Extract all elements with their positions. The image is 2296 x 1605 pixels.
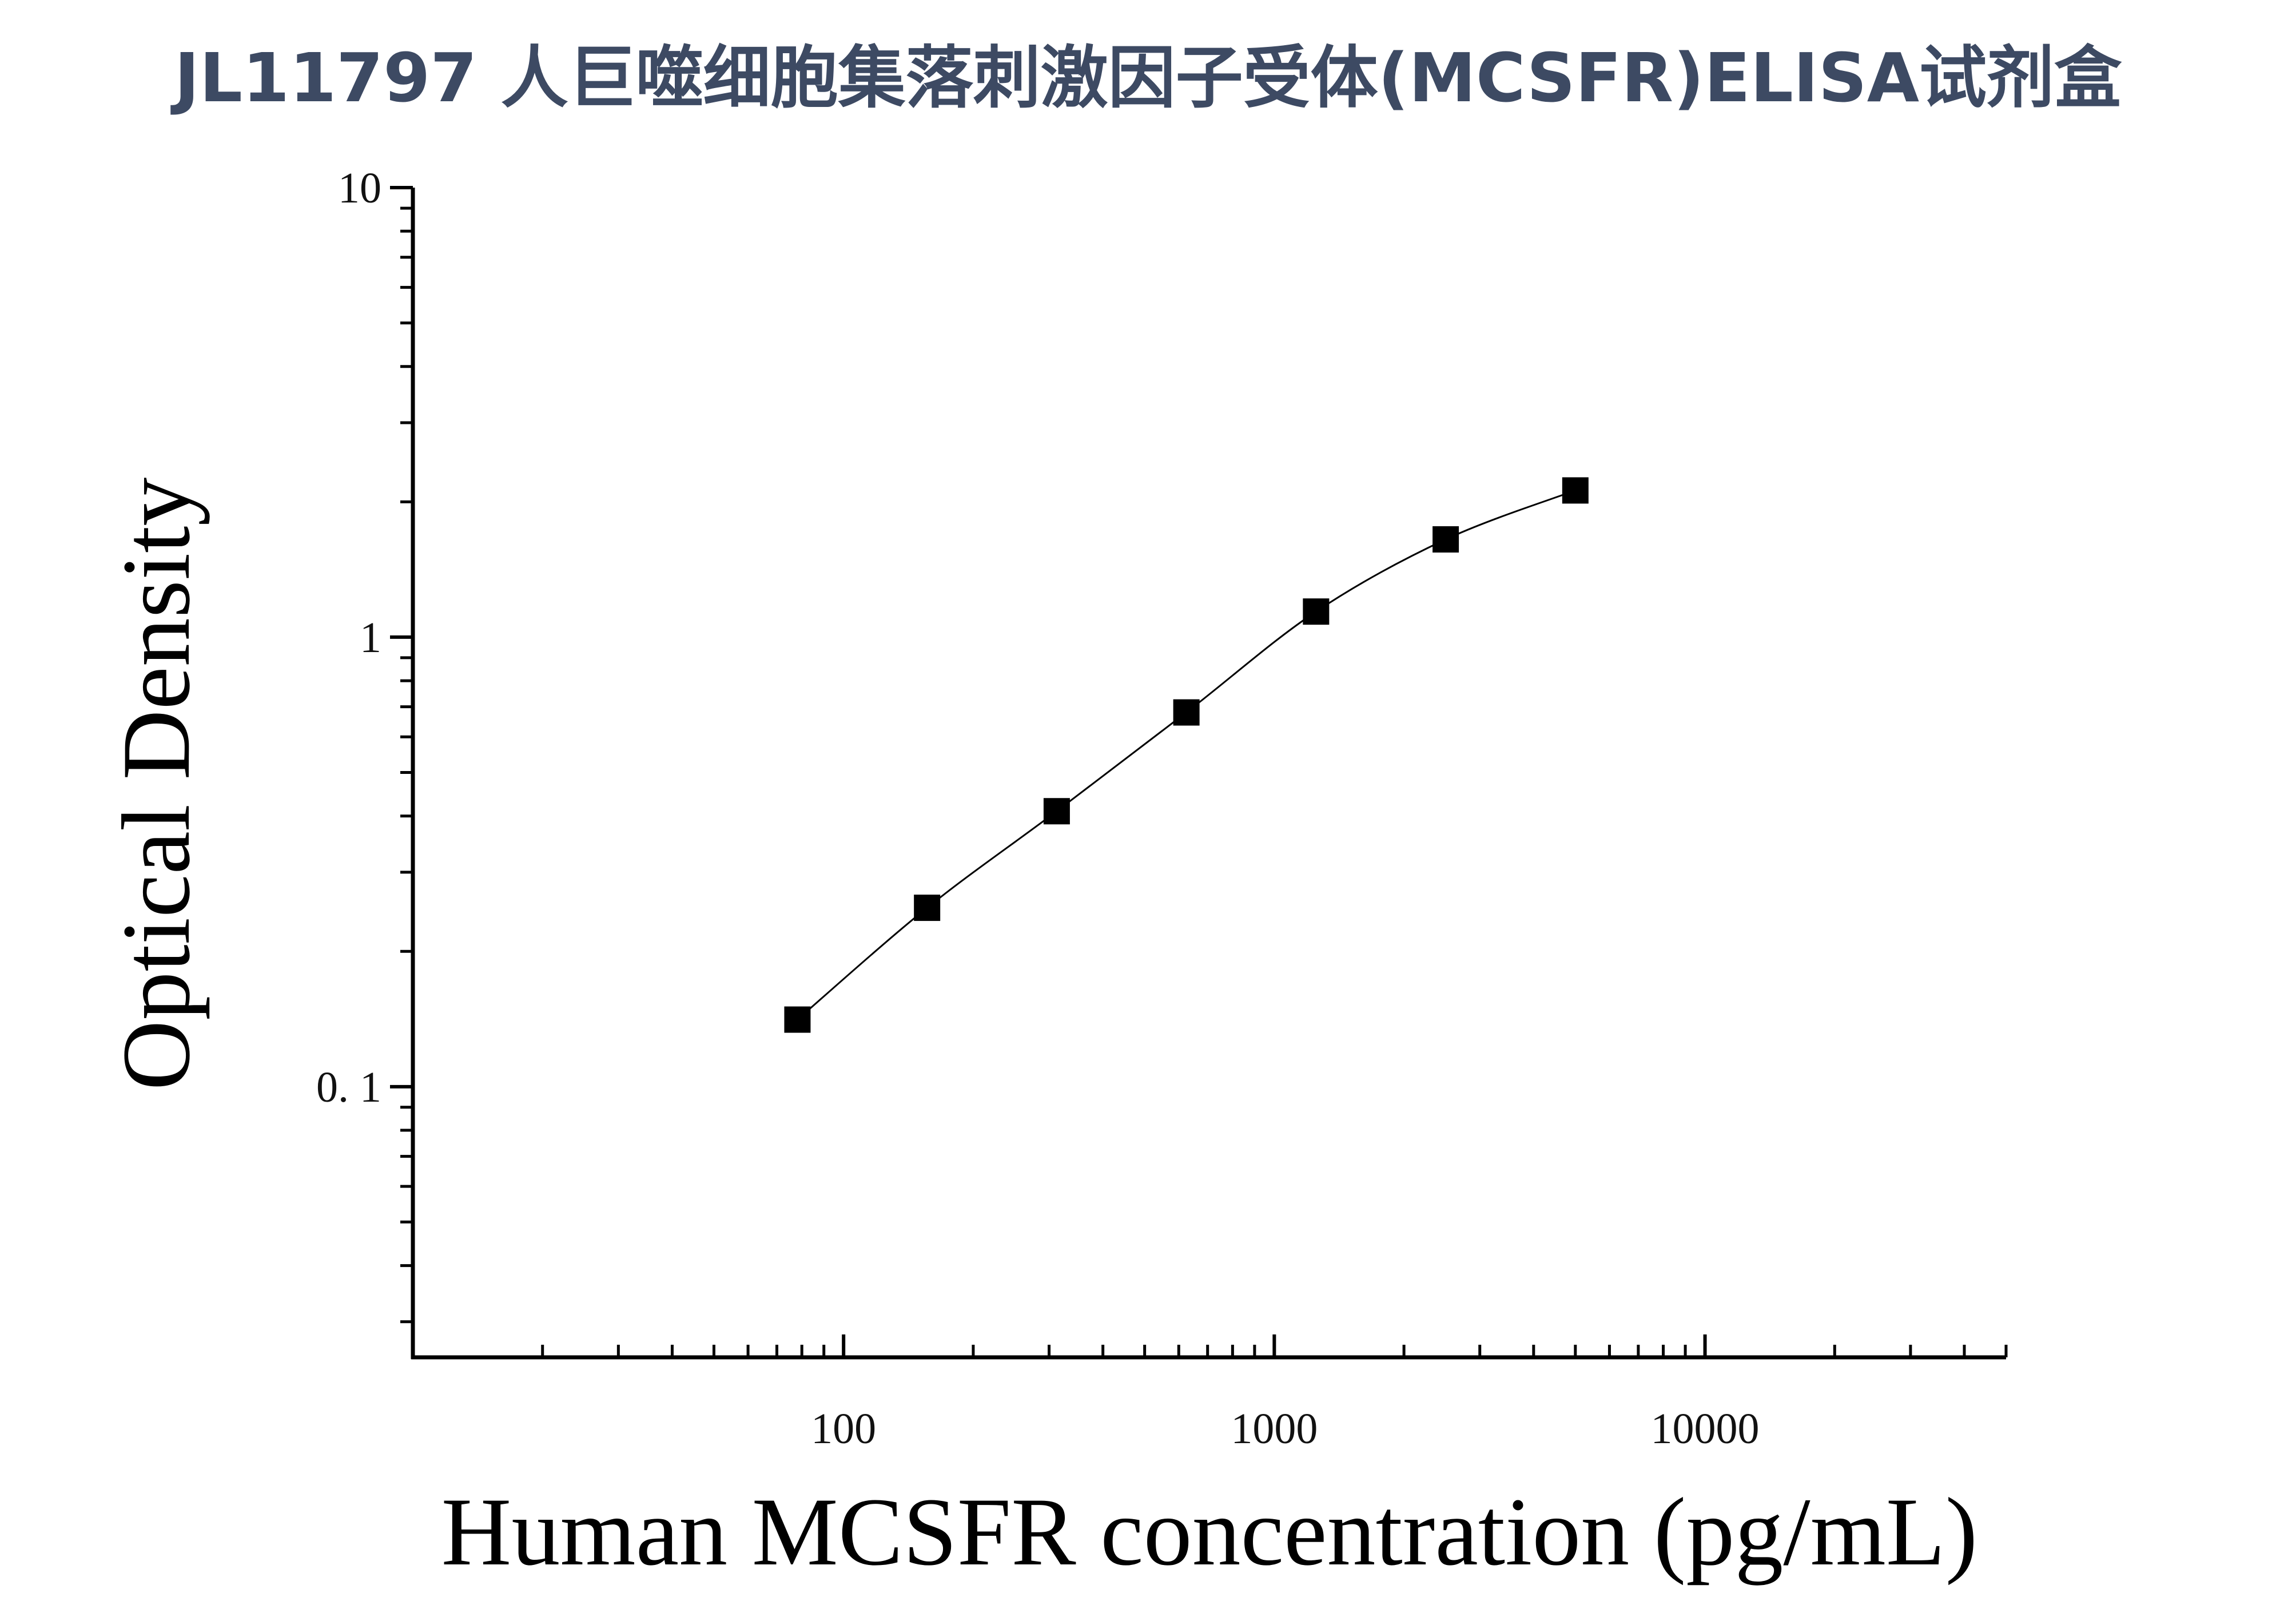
data-point <box>1043 798 1070 825</box>
data-point <box>1562 477 1589 504</box>
x-axis-title: Human MCSFR concentration (pg/mL) <box>441 1478 1978 1586</box>
chart-title: JL11797 人巨噬细胞集落刺激因子受体(MCSFR)ELISA试剂盒 <box>174 38 2122 117</box>
y-tick-label: 0. 1 <box>316 1063 381 1111</box>
x-tick-label: 1000 <box>1231 1405 1318 1453</box>
data-point <box>784 1006 811 1033</box>
y-tick-label: 10 <box>338 164 381 212</box>
x-tick-label: 10000 <box>1651 1405 1760 1453</box>
y-tick-label: 1 <box>360 614 381 662</box>
axis-ticks <box>390 186 2008 1357</box>
y-axis-title: Optical Density <box>102 478 210 1091</box>
tick-labels: 100 1000 10000 0. 1 1 10 <box>316 164 1760 1453</box>
x-tick-label: 100 <box>811 1405 876 1453</box>
data-point <box>1303 598 1330 625</box>
data-point <box>1173 699 1200 726</box>
data-point <box>1432 526 1459 553</box>
fit-curve <box>797 489 1576 1020</box>
data-points <box>784 477 1589 1033</box>
data-point <box>914 895 941 921</box>
